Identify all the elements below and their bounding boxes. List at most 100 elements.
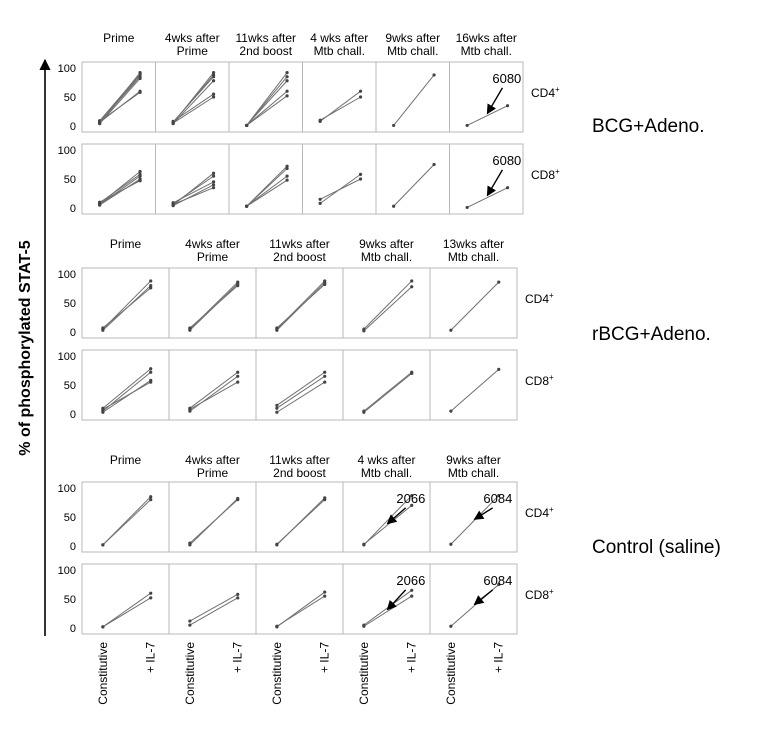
data-line xyxy=(363,286,413,332)
data-line xyxy=(102,592,152,628)
row-label-CD4: CD4+ xyxy=(525,505,554,520)
data-point xyxy=(211,183,216,187)
data-line xyxy=(276,499,326,545)
annotation-label: 6084 xyxy=(483,491,512,506)
panel-title-line1: 4wks after xyxy=(185,453,240,467)
data-point xyxy=(318,197,322,201)
panel-frame xyxy=(228,61,303,133)
data-point xyxy=(285,94,289,98)
panel-title-line2: Mtb chall. xyxy=(387,44,438,58)
data-point xyxy=(188,326,192,330)
y-tick-label: 0 xyxy=(70,623,76,635)
annotation-label: 6080 xyxy=(492,153,521,168)
panel-frame xyxy=(302,61,377,133)
data-line xyxy=(276,381,325,413)
panel-title-line1: 4 wks after xyxy=(310,31,368,45)
data-point xyxy=(211,92,216,96)
data-point xyxy=(285,164,289,168)
data-point xyxy=(138,179,142,183)
panel-title-line2: 2nd boost xyxy=(273,250,326,264)
panel-title-line1: 4wks after xyxy=(185,237,240,251)
data-point xyxy=(138,169,142,174)
data-point xyxy=(245,123,249,128)
data-line xyxy=(99,180,141,203)
data-point xyxy=(358,172,363,176)
panel-title-line2: Prime xyxy=(177,44,209,58)
data-point xyxy=(98,200,102,204)
panel-title-line2: Mtb chall. xyxy=(461,44,512,58)
annotation-label: 2066 xyxy=(396,573,425,588)
data-point xyxy=(432,73,436,77)
data-point xyxy=(149,279,153,283)
data-line xyxy=(189,371,239,409)
panel-frame xyxy=(168,267,257,339)
data-point xyxy=(275,406,279,410)
row-label-CD8: CD8+ xyxy=(525,373,554,388)
x-tick-label: + IL-7 xyxy=(492,642,506,673)
data-point xyxy=(138,71,142,75)
panel-title-line1: 4wks after xyxy=(165,31,220,45)
data-point xyxy=(138,174,142,178)
panel-title-line1: 11wks after xyxy=(269,453,329,467)
y-tick-label: 0 xyxy=(70,541,76,553)
data-point xyxy=(211,174,216,178)
data-point xyxy=(505,104,510,108)
data-line xyxy=(246,80,288,126)
panel-frame xyxy=(81,143,156,215)
panel-frame xyxy=(155,143,230,215)
panel-frame xyxy=(81,481,170,553)
data-line xyxy=(363,595,412,627)
data-line xyxy=(363,371,413,412)
y-tick-label: 100 xyxy=(58,565,76,577)
data-line xyxy=(466,187,508,208)
data-line xyxy=(276,375,326,409)
data-line xyxy=(189,593,238,622)
data-point xyxy=(98,202,102,207)
data-line xyxy=(276,371,326,406)
data-line xyxy=(276,284,326,329)
panel-title-line2: Prime xyxy=(197,466,229,480)
data-point xyxy=(318,118,322,122)
group-label: Control (saline) xyxy=(592,537,721,558)
panel-frame xyxy=(168,349,257,421)
data-point xyxy=(449,624,453,628)
data-point xyxy=(236,592,240,596)
x-tick-label: + IL-7 xyxy=(231,642,245,673)
data-point xyxy=(410,503,414,507)
data-point xyxy=(358,177,363,181)
data-line xyxy=(172,184,214,207)
panel-frame xyxy=(255,349,344,421)
panel-frame xyxy=(168,481,257,553)
panel-frame xyxy=(449,61,524,133)
row-label-CD8: CD8+ xyxy=(531,167,560,182)
data-point xyxy=(323,374,327,378)
y-tick-label: 50 xyxy=(64,92,76,104)
panel-frame xyxy=(429,349,518,421)
group-label: rBCG+Adeno. xyxy=(592,324,711,345)
data-point xyxy=(410,588,414,592)
data-point xyxy=(188,541,192,545)
y-tick-label: 50 xyxy=(64,380,76,392)
data-point xyxy=(410,594,414,598)
data-point xyxy=(410,371,414,375)
y-tick-label: 100 xyxy=(58,63,76,75)
data-point xyxy=(149,495,153,499)
panel-title-line2: 2nd boost xyxy=(239,44,292,58)
data-point xyxy=(236,596,240,600)
panel-frame xyxy=(429,267,518,339)
data-line xyxy=(246,168,288,207)
data-point xyxy=(211,171,216,175)
data-line xyxy=(172,74,214,123)
data-line xyxy=(393,164,435,207)
data-point xyxy=(275,542,279,546)
annotation-label: 2066 xyxy=(396,491,425,506)
data-line xyxy=(363,505,413,545)
data-point xyxy=(101,328,105,332)
y-tick-label: 50 xyxy=(64,174,76,186)
data-point xyxy=(211,186,216,190)
panel-title-line2: Mtb chall. xyxy=(448,466,499,480)
panel-title-line2: Mtb chall. xyxy=(361,250,412,264)
data-point xyxy=(392,123,396,128)
